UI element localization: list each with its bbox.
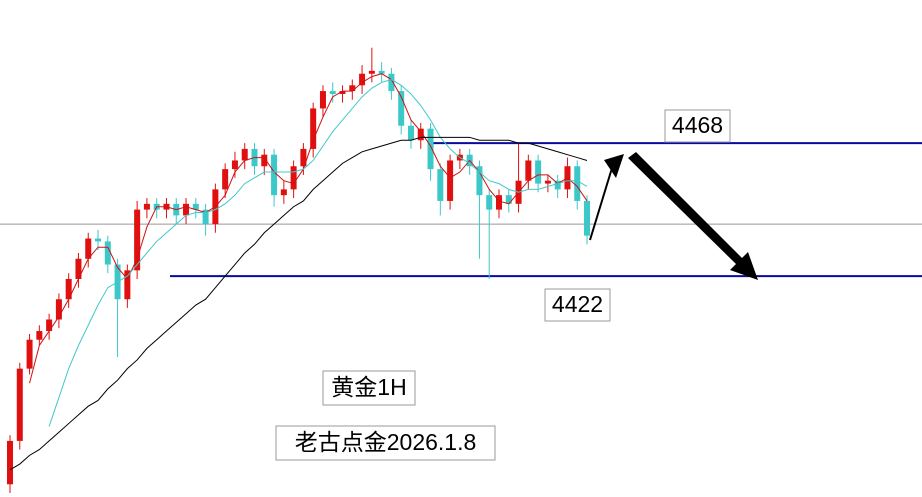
candle-body xyxy=(437,169,444,201)
candle-body xyxy=(339,91,346,94)
candle-body xyxy=(271,154,278,196)
label-box xyxy=(275,425,496,461)
candle-body xyxy=(134,209,141,271)
candle-body xyxy=(359,73,366,86)
candle-body xyxy=(55,299,62,320)
candle-body xyxy=(554,180,561,190)
candle-body xyxy=(310,108,317,149)
candle-body xyxy=(280,189,287,196)
moving-average xyxy=(29,73,588,384)
candle-body xyxy=(65,279,72,300)
candle-body xyxy=(349,85,356,92)
arrow-down xyxy=(628,152,758,280)
candle-body xyxy=(46,319,53,332)
candle-body xyxy=(75,258,82,280)
candle-body xyxy=(447,160,454,201)
label-box xyxy=(544,288,611,322)
candle-body xyxy=(407,125,414,141)
candle-body xyxy=(535,160,542,184)
candle-body xyxy=(476,166,483,196)
candle-body xyxy=(525,160,532,181)
candle-body xyxy=(231,160,238,170)
candle-body xyxy=(85,238,92,259)
candle-body xyxy=(496,195,502,210)
candle-body xyxy=(7,440,13,485)
candle-body xyxy=(36,331,43,340)
level-label: 4468 xyxy=(672,112,723,138)
label-box xyxy=(322,370,416,406)
moving-average xyxy=(48,78,588,427)
candle-body xyxy=(388,73,395,92)
candle-body xyxy=(290,166,297,190)
candle-body xyxy=(202,209,209,225)
candle-body xyxy=(183,203,190,216)
candle-body xyxy=(300,148,307,167)
candle-body xyxy=(505,195,512,204)
candle-body xyxy=(192,203,199,210)
candle-body xyxy=(544,180,551,184)
candle-body xyxy=(368,70,375,74)
candle-body xyxy=(319,91,326,109)
candle-body xyxy=(16,368,23,441)
candle-body xyxy=(417,128,424,141)
level-label: 4422 xyxy=(552,291,603,317)
arrow-up xyxy=(589,167,613,241)
candle-body xyxy=(574,166,581,201)
candle-body xyxy=(584,200,591,236)
candle-body xyxy=(261,154,268,167)
candle-body xyxy=(124,270,131,300)
candle-body xyxy=(104,241,111,265)
candle-body xyxy=(26,339,33,369)
arrowhead xyxy=(604,154,624,178)
candle-body xyxy=(241,148,248,161)
plot xyxy=(0,47,922,493)
candle-body xyxy=(95,238,102,242)
candle-body xyxy=(486,195,493,210)
candle-body xyxy=(398,91,405,126)
candle-body xyxy=(427,128,434,170)
label-box xyxy=(664,109,731,143)
candle-body xyxy=(222,169,229,190)
annotation: 老古点金2026.1.8 xyxy=(295,429,477,455)
labels: 4468 4422 黄金1H 老古点金2026.1.8 xyxy=(275,109,731,461)
candle-body xyxy=(329,91,336,94)
candle-body xyxy=(143,203,150,210)
annotation: 黄金1H xyxy=(331,374,406,400)
moving-average xyxy=(9,136,588,471)
candle-body xyxy=(378,70,385,74)
